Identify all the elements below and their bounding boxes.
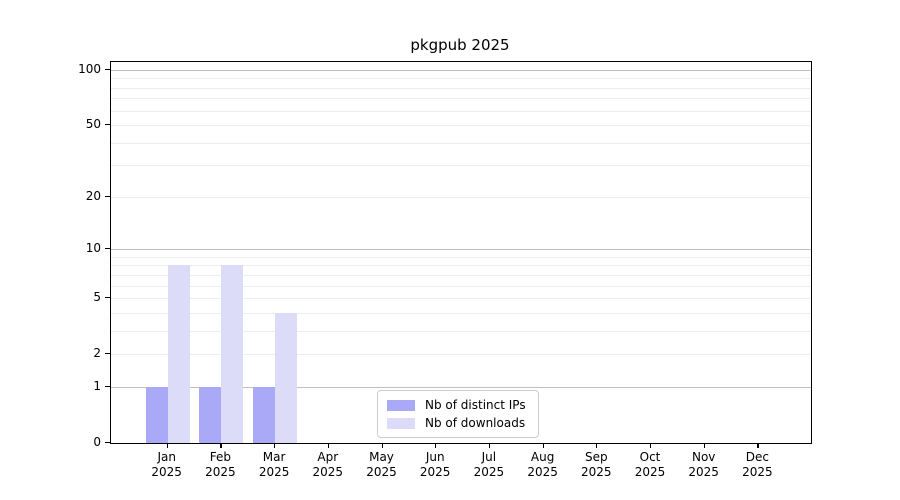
x-tick-label-mar: Mar 2025 <box>258 450 290 479</box>
x-tick-mark <box>327 443 329 448</box>
legend-label: Nb of distinct IPs <box>425 398 526 412</box>
legend-item-distinct-ips: Nb of distinct IPs <box>387 398 526 412</box>
x-tick-label-feb: Feb 2025 <box>205 450 236 479</box>
y-tick-mark <box>105 124 110 126</box>
x-tick-mark <box>596 443 598 448</box>
y-tick-mark <box>105 248 110 250</box>
gridline-minor <box>111 256 811 258</box>
x-tick-mark <box>274 443 276 448</box>
gridline-minor <box>111 274 811 276</box>
x-tick-label-aug: Aug 2025 <box>527 450 558 479</box>
gridline-minor <box>111 125 811 127</box>
legend-item-downloads: Nb of downloads <box>387 416 526 430</box>
x-tick-label-sep: Sep 2025 <box>581 450 612 479</box>
y-tick-mark <box>105 353 110 355</box>
x-tick-mark <box>703 443 705 448</box>
gridline-major <box>111 386 811 388</box>
bar-jan-downloads <box>167 265 190 443</box>
bar-feb-downloads <box>221 265 244 443</box>
y-tick-label: 10 <box>85 241 101 256</box>
gridline-minor <box>111 98 811 100</box>
legend-label: Nb of downloads <box>425 416 526 430</box>
gridline-minor <box>111 354 811 356</box>
gridline-major <box>111 249 811 251</box>
x-tick-mark <box>166 443 168 448</box>
y-tick-label: 0 <box>93 435 101 449</box>
y-tick-mark <box>105 297 110 299</box>
gridline-major <box>111 70 811 71</box>
x-tick-label-jul: Jul 2025 <box>473 450 505 479</box>
y-tick-label: 2 <box>93 346 101 361</box>
x-tick-mark <box>488 443 491 448</box>
x-tick-mark <box>757 443 759 448</box>
x-tick-mark <box>542 443 544 448</box>
legend-swatch <box>387 417 415 429</box>
y-tick-label: 50 <box>85 117 101 132</box>
x-tick-mark <box>650 443 652 448</box>
bar-feb-distinct-ips <box>199 386 222 443</box>
gridline-minor <box>111 78 811 80</box>
bar-jan-distinct-ips <box>145 386 168 443</box>
gridline-minor <box>111 165 811 167</box>
gridline-minor <box>111 142 811 144</box>
x-tick-mark <box>381 443 383 448</box>
x-tick-label-jan: Jan 2025 <box>151 450 182 479</box>
x-tick-label-may: May 2025 <box>366 450 397 479</box>
y-tick-mark <box>105 195 110 198</box>
gridline-minor <box>111 87 811 89</box>
x-tick-label-dec: Dec 2025 <box>742 450 773 479</box>
y-tick-mark <box>105 442 110 444</box>
y-tick-label: 20 <box>85 188 101 203</box>
y-tick-label: 5 <box>93 290 101 305</box>
y-tick-label: 100 <box>78 62 101 76</box>
x-tick-label-jun: Jun 2025 <box>419 450 451 479</box>
chart-title: pkgpub 2025 <box>410 36 510 54</box>
x-tick-label-oct: Oct 2025 <box>634 450 666 479</box>
gridline-minor <box>111 330 811 332</box>
y-tick-mark <box>105 385 110 388</box>
legend-swatch <box>387 399 415 411</box>
gridline-minor <box>111 312 811 314</box>
gridline-minor <box>111 285 811 287</box>
gridline-minor <box>111 298 811 300</box>
plot-area: Nb of distinct IPs Nb of downloads <box>110 61 812 444</box>
legend: Nb of distinct IPs Nb of downloads <box>377 390 539 438</box>
y-tick-mark <box>105 69 110 71</box>
gridline-minor <box>111 196 811 198</box>
x-tick-mark <box>435 443 437 448</box>
bar-mar-distinct-ips <box>253 386 276 443</box>
y-tick-label: 1 <box>93 378 101 393</box>
x-tick-mark <box>220 443 222 448</box>
x-tick-label-nov: Nov 2025 <box>688 450 719 479</box>
x-tick-label-apr: Apr 2025 <box>312 450 344 479</box>
gridline-minor <box>111 110 811 112</box>
bar-mar-downloads <box>275 312 298 443</box>
gridline-minor <box>111 265 811 267</box>
